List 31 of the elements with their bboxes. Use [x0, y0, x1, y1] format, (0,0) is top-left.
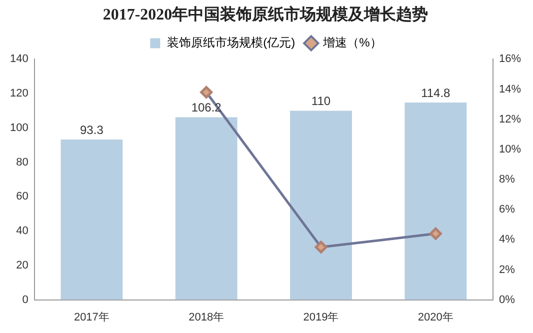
y-tick-label: 20 [16, 259, 28, 272]
bar [60, 139, 123, 300]
bar [175, 117, 238, 300]
y2-tick-label: 10% [498, 143, 522, 156]
y2-tick-label: 2% [498, 264, 516, 276]
y2-tick-label: 14% [498, 83, 522, 96]
y-tick-label: 140 [10, 53, 28, 66]
y-tick-label: 120 [10, 88, 28, 100]
legend-label: 增速（%） [322, 36, 382, 50]
chart-title: 2017-2020年中国装饰原纸市场规模及增长趋势 [102, 6, 428, 24]
y-tick-label: 40 [16, 225, 28, 238]
x-tick-label: 2017年 [74, 311, 110, 324]
data-label: 110 [311, 94, 331, 108]
legend-label: 装饰原纸市场规模(亿元) [167, 36, 296, 50]
y2-tick-label: 6% [498, 204, 516, 216]
y-tick-label: 100 [10, 122, 28, 134]
y2-tick-label: 0% [498, 294, 516, 306]
y2-tick-label: 4% [498, 234, 516, 246]
data-label: 114.8 [421, 86, 451, 100]
y2-tick-label: 16% [498, 53, 522, 66]
x-tick-label: 2018年 [188, 311, 224, 324]
x-tick-label: 2019年 [303, 311, 339, 324]
y-tick-label: 60 [16, 190, 28, 203]
y-tick-label: 80 [16, 156, 28, 168]
y-tick-label: 0 [22, 294, 28, 306]
y2-tick-label: 8% [498, 174, 516, 186]
x-tick-label: 2020年 [418, 311, 454, 324]
data-label: 93.3 [80, 122, 104, 137]
bar [290, 110, 352, 300]
y2-tick-label: 12% [498, 113, 522, 126]
bar [404, 102, 467, 300]
